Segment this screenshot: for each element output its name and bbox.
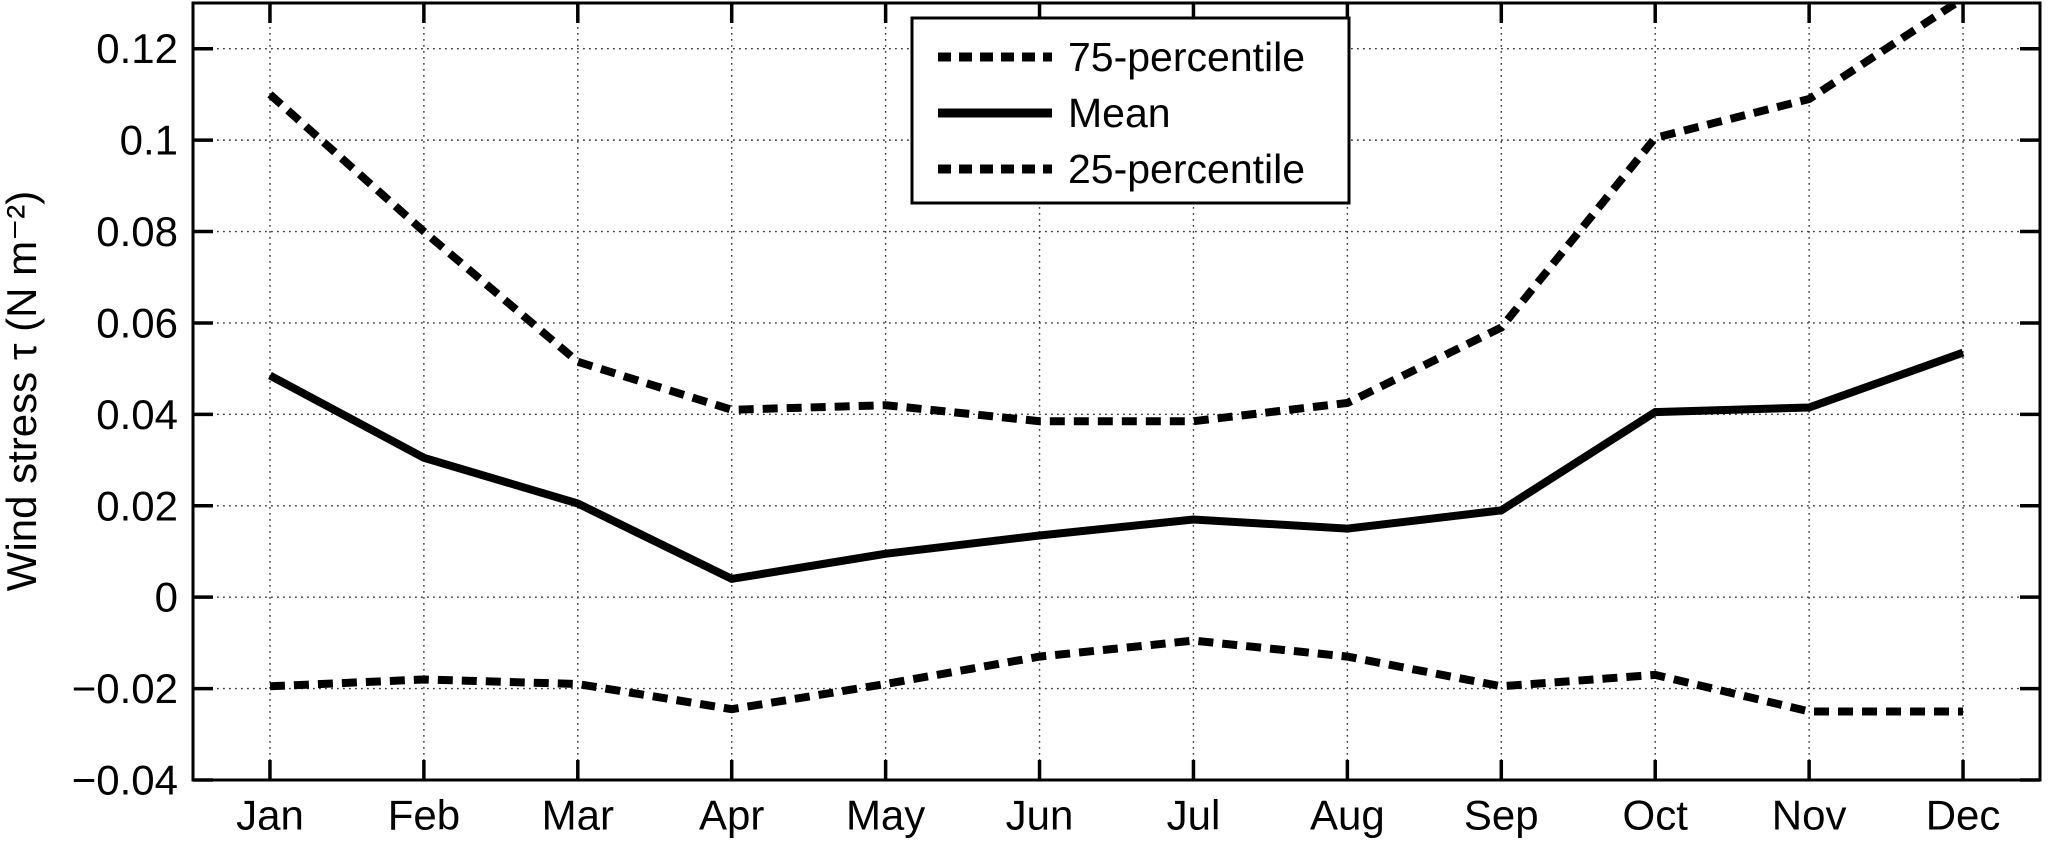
- series-line-mean: [268, 348, 1965, 584]
- y-axis-title: Wind stress τ (N m⁻²): [0, 191, 45, 591]
- x-tick-label: Jun: [1006, 792, 1074, 839]
- x-tick-label: Jan: [236, 792, 304, 839]
- legend: 75-percentile Mean 25-percentile: [910, 16, 1351, 205]
- series-layer: [267, 3, 1965, 716]
- x-tick-label: Dec: [1926, 792, 2001, 839]
- series-line-75-percentile: [267, 3, 1964, 426]
- series-line-25-percentile: [269, 636, 1964, 716]
- legend-label-25-percentile: 25-percentile: [1068, 146, 1305, 192]
- y-tick-label: 0.04: [96, 391, 178, 438]
- x-tick-label: Aug: [1310, 792, 1385, 839]
- y-tick-label: −0.02: [72, 665, 178, 712]
- x-tick-label: Mar: [542, 792, 614, 839]
- x-tick-label: May: [846, 792, 925, 839]
- x-tick-label: Nov: [1772, 792, 1847, 839]
- y-tick-label: 0: [155, 574, 178, 621]
- y-tick-label: −0.04: [72, 757, 178, 804]
- legend-label-75-percentile: 75-percentile: [1068, 34, 1305, 80]
- y-tick-label: 0.08: [96, 208, 178, 255]
- x-tick-label: Jul: [1167, 792, 1221, 839]
- plot-border: [191, 1, 2042, 782]
- y-tick-label: 0.02: [96, 482, 178, 529]
- y-tick-label: 0.12: [96, 25, 178, 72]
- x-tick-label: Sep: [1464, 792, 1539, 839]
- y-axis-labels: −0.04 −0.02 0 0.02 0.04 0.06 0.08 0.1 0.12: [72, 25, 178, 803]
- y-tick-label: 0.06: [96, 299, 178, 346]
- legend-label-mean: Mean: [1068, 90, 1171, 136]
- tick-layer: [193, 3, 2040, 782]
- y-tick-label: 0.1: [120, 117, 178, 164]
- x-tick-label: Feb: [388, 792, 460, 839]
- x-tick-label: Apr: [699, 792, 764, 839]
- x-axis-labels: Jan Feb Mar Apr May Jun Jul Aug Sep Oct Nov Dec: [236, 792, 2000, 839]
- x-tick-label: Oct: [1623, 792, 1689, 839]
